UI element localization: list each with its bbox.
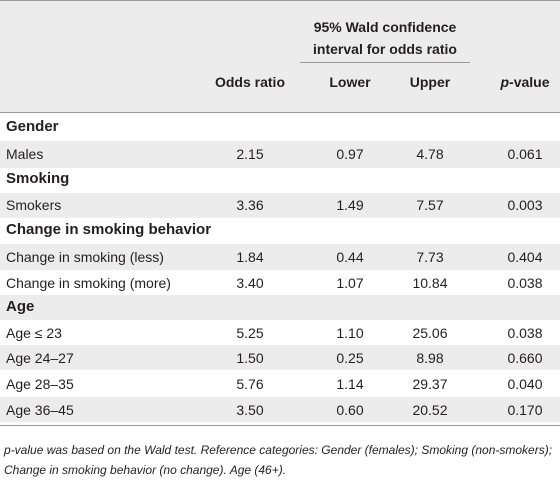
- header-rule: [0, 112, 560, 113]
- row-label: Change in smoking (more): [6, 275, 171, 291]
- row-band: [0, 295, 560, 320]
- lower-cell: 0.60: [336, 402, 364, 418]
- row-label: Age 36–45: [6, 402, 74, 418]
- odds-ratio-cell: 1.84: [236, 249, 264, 265]
- odds-ratio-cell: 2.15: [236, 146, 264, 162]
- p-value-cell: 0.170: [507, 402, 543, 418]
- row-band: [0, 397, 560, 422]
- table-footnote: p-value was based on the Wald test. Refe…: [4, 440, 556, 480]
- col-header-p-value: p-value: [500, 74, 550, 90]
- p-value-cell: 0.003: [507, 197, 543, 213]
- lower-cell: 1.07: [336, 275, 364, 291]
- odds-ratio-cell: 3.36: [236, 197, 264, 213]
- row-label: Age 24–27: [6, 350, 74, 366]
- header-band: [0, 0, 560, 112]
- section-title-gender: Gender: [6, 118, 59, 135]
- row-label: Age ≤ 23: [6, 325, 62, 341]
- upper-cell: 20.52: [412, 402, 448, 418]
- lower-cell: 0.25: [336, 350, 364, 366]
- lower-cell: 1.10: [336, 325, 364, 341]
- row-label: Change in smoking (less): [6, 249, 164, 265]
- upper-cell: 25.06: [412, 325, 448, 341]
- col-header-upper: Upper: [409, 74, 451, 90]
- footnote-p: p: [4, 443, 11, 457]
- lower-cell: 0.44: [336, 249, 364, 265]
- ci-group-header: 95% Wald confidence interval for odds ra…: [313, 19, 457, 57]
- row-band: [0, 345, 560, 370]
- bottom-rule: [0, 425, 560, 426]
- footnote-text: -value was based on the Wald test. Refer…: [4, 443, 553, 477]
- section-title-age: Age: [6, 298, 35, 315]
- lower-cell: 1.49: [336, 197, 364, 213]
- p-value-cell: 0.404: [507, 249, 543, 265]
- row-band: [0, 244, 560, 270]
- upper-cell: 8.98: [416, 350, 444, 366]
- p-value-cell: 0.038: [507, 275, 543, 291]
- upper-cell: 7.57: [416, 197, 444, 213]
- upper-cell: 7.73: [416, 249, 444, 265]
- section-title-change-in-smoking: Change in smoking behavior: [6, 221, 212, 238]
- p-value-cell: 0.040: [507, 376, 543, 392]
- section-title-smoking: Smoking: [6, 170, 70, 187]
- p-value-cell: 0.660: [507, 350, 543, 366]
- odds-ratio-cell: 3.50: [236, 402, 264, 418]
- odds-ratio-cell: 5.76: [236, 376, 264, 392]
- group-rule: [300, 62, 470, 63]
- odds-ratio-cell: 1.50: [236, 350, 264, 366]
- row-label: Males: [6, 146, 44, 162]
- col-header-odds-ratio: Odds ratio: [214, 74, 285, 90]
- upper-cell: 10.84: [412, 275, 448, 291]
- row-band: [0, 141, 560, 168]
- upper-cell: 29.37: [412, 376, 448, 392]
- row-label: Age 28–35: [6, 376, 74, 392]
- lower-cell: 0.97: [336, 146, 364, 162]
- row-label: Smokers: [6, 197, 62, 213]
- col-header-lower: Lower: [329, 74, 371, 90]
- row-band: [0, 193, 560, 218]
- odds-ratio-cell: 5.25: [236, 325, 264, 341]
- upper-cell: 4.78: [416, 146, 444, 162]
- top-rule: [0, 0, 560, 1]
- odds-ratio-cell: 3.40: [236, 275, 264, 291]
- lower-cell: 1.14: [336, 376, 364, 392]
- p-value-cell: 0.061: [507, 146, 543, 162]
- p-value-cell: 0.038: [507, 325, 543, 341]
